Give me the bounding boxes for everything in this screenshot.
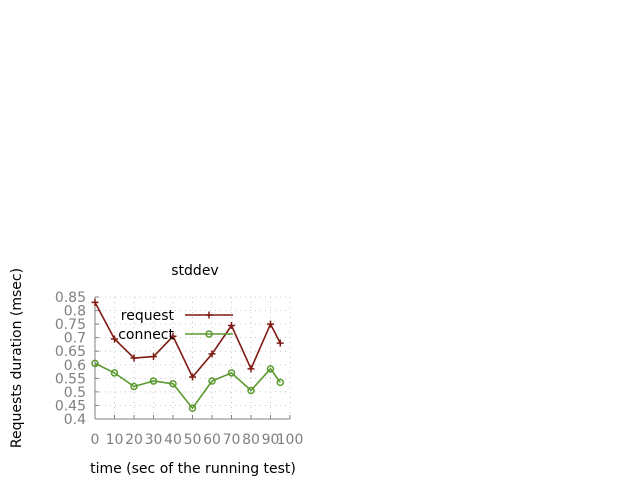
x-axis-label: time (sec of the running test) xyxy=(90,461,296,477)
x-tick-label: 100 xyxy=(277,432,304,448)
x-tick-label: 80 xyxy=(242,432,260,448)
legend-label-connect: connect xyxy=(118,327,174,343)
x-tick-label: 90 xyxy=(262,432,280,448)
data-point-request xyxy=(91,298,99,306)
data-point-connect xyxy=(266,365,275,373)
data-point-connect xyxy=(130,382,138,391)
y-tick-label: 0.4 xyxy=(64,412,86,428)
y-tick-label: 0.5 xyxy=(64,385,86,401)
legend-label-request: request xyxy=(121,308,175,324)
y-tick-label: 0.6 xyxy=(64,358,86,374)
series-line-connect xyxy=(94,362,281,410)
data-point-request xyxy=(189,373,196,381)
data-point-request xyxy=(208,350,216,358)
x-tick-label: 20 xyxy=(125,432,143,448)
data-point-request xyxy=(111,335,118,343)
data-point-connect xyxy=(169,380,177,388)
y-tick-label: 0.65 xyxy=(55,344,86,360)
y-tick-label: 0.55 xyxy=(55,371,86,387)
data-point-connect xyxy=(110,369,119,377)
y-tick-label: 0.75 xyxy=(55,317,86,333)
data-point-connect xyxy=(149,377,158,385)
x-tick-label: 10 xyxy=(106,432,124,448)
series-layer xyxy=(91,298,284,412)
y-tick-label: 0.45 xyxy=(55,398,86,414)
data-point-connect xyxy=(208,377,216,385)
y-tick-label: 0.85 xyxy=(55,290,86,306)
data-point-request xyxy=(150,353,157,361)
axes: 0.850.80.750.70.650.60.550.50.450.4 0 10 20… xyxy=(55,290,304,448)
data-point-request xyxy=(169,332,177,340)
data-point-connect xyxy=(276,378,284,387)
y-tick-label: 0.7 xyxy=(64,331,86,347)
data-point-request xyxy=(247,365,255,373)
x-tick-label: 60 xyxy=(203,432,221,448)
x-tick-label: 30 xyxy=(145,432,163,448)
series-request xyxy=(91,298,284,381)
data-point-connect xyxy=(247,386,255,395)
data-point-request xyxy=(267,320,274,328)
x-tick-label: 50 xyxy=(184,432,202,448)
data-point-connect xyxy=(188,404,197,412)
legend: request connect xyxy=(118,308,233,343)
data-point-request xyxy=(130,354,138,362)
legend-marker-connect xyxy=(205,330,213,338)
x-tick-label: 40 xyxy=(164,432,182,448)
y-tick-label: 0.8 xyxy=(64,304,86,320)
x-tick-label: 70 xyxy=(223,432,241,448)
series-connect xyxy=(91,359,284,412)
chart-title: stddev xyxy=(171,263,218,279)
y-axis-label: Requests duration (msec) xyxy=(9,268,25,448)
data-point-request xyxy=(276,339,284,347)
x-tick-label: 0 xyxy=(91,432,100,448)
data-point-request xyxy=(228,321,235,329)
data-point-connect xyxy=(227,369,236,377)
legend-marker-request xyxy=(205,311,213,319)
data-point-connect xyxy=(91,359,99,368)
